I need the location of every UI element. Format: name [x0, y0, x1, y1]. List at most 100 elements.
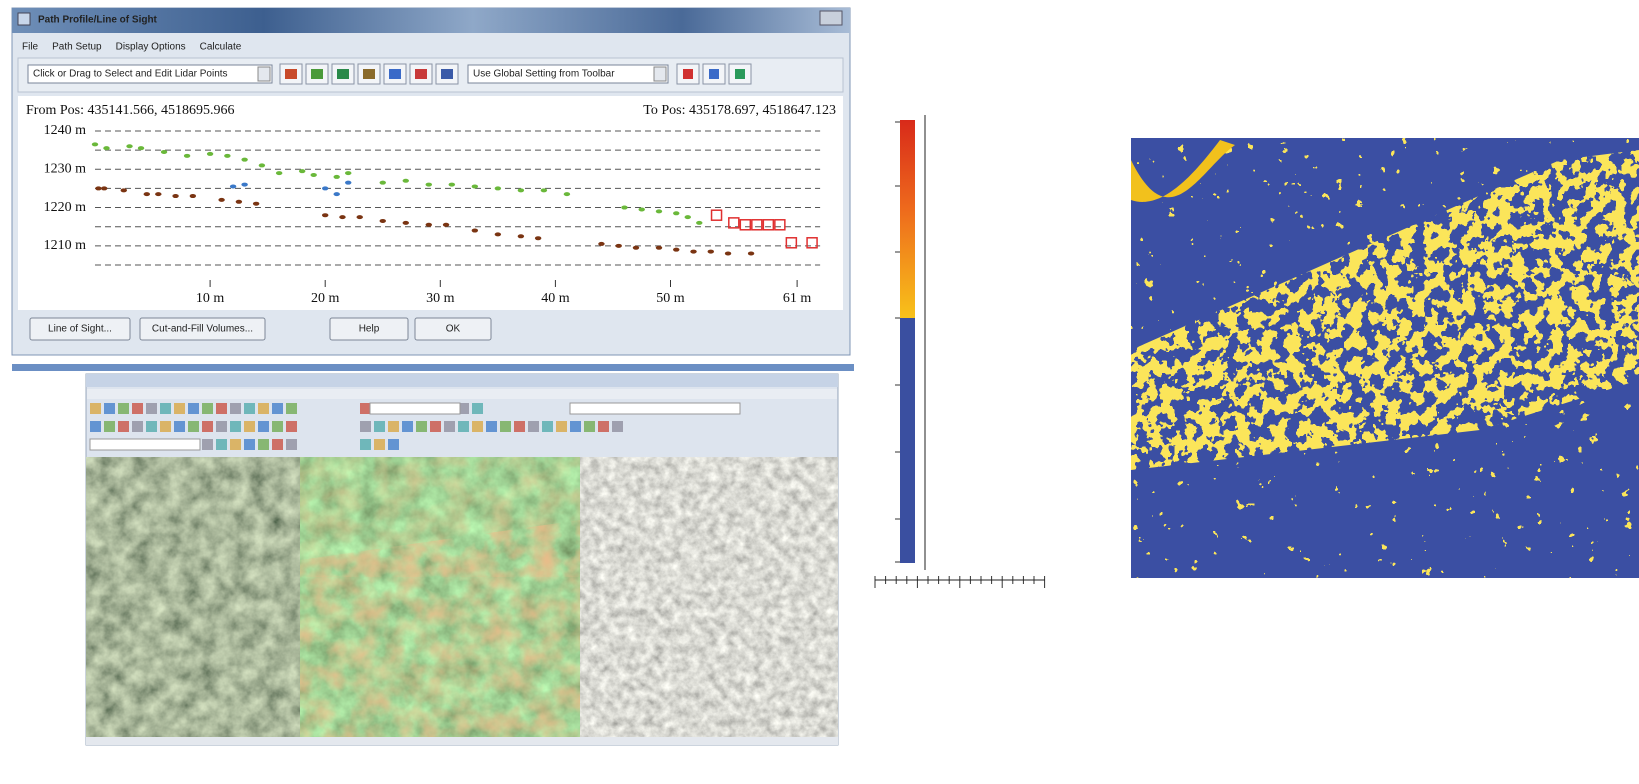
lidar-point[interactable]	[345, 171, 351, 175]
lidar-point[interactable]	[656, 246, 662, 250]
mapper-tool[interactable]	[216, 421, 227, 432]
lidar-point[interactable]	[161, 150, 167, 154]
mapper-tool[interactable]	[570, 421, 581, 432]
mapper-tool[interactable]	[272, 439, 283, 450]
lidar-point[interactable]	[357, 215, 363, 219]
mapper-tool[interactable]	[374, 439, 385, 450]
mapper-tool[interactable]	[104, 421, 115, 432]
mapper-tool[interactable]	[132, 403, 143, 414]
lidar-point[interactable]	[495, 232, 501, 236]
mapper-tool[interactable]	[104, 403, 115, 414]
lidar-point[interactable]	[253, 202, 259, 206]
lidar-point[interactable]	[426, 223, 432, 227]
dropdown-arrow[interactable]	[258, 67, 270, 81]
lidar-point[interactable]	[190, 194, 196, 198]
mapper-tool[interactable]	[146, 421, 157, 432]
mapper-tool[interactable]	[202, 439, 213, 450]
lidar-point[interactable]	[126, 144, 132, 148]
lidar-point[interactable]	[673, 211, 679, 215]
mapper-tool[interactable]	[258, 421, 269, 432]
lidar-point[interactable]	[101, 186, 107, 190]
mapper-tool[interactable]	[90, 421, 101, 432]
menu-item[interactable]: Calculate	[200, 42, 242, 53]
mapper-tool[interactable]	[160, 403, 171, 414]
lidar-point[interactable]	[621, 206, 627, 210]
lidar-point[interactable]	[259, 163, 265, 167]
lidar-point[interactable]	[299, 169, 305, 173]
mapper-tool[interactable]	[244, 403, 255, 414]
lidar-point[interactable]	[334, 192, 340, 196]
mapper-tool[interactable]	[556, 421, 567, 432]
mapper-dropdown[interactable]	[90, 439, 200, 450]
lidar-point[interactable]	[92, 142, 98, 146]
lidar-point[interactable]	[276, 171, 282, 175]
lidar-point[interactable]	[207, 152, 213, 156]
mapper-tool[interactable]	[258, 403, 269, 414]
lidar-point[interactable]	[230, 184, 236, 188]
dropdown-arrow[interactable]	[654, 67, 666, 81]
lidar-point[interactable]	[518, 234, 524, 238]
mapper-tool[interactable]	[444, 421, 455, 432]
mapper-tool[interactable]	[188, 403, 199, 414]
lidar-point[interactable]	[633, 246, 639, 250]
lidar-point[interactable]	[403, 221, 409, 225]
mapper-tool[interactable]	[174, 403, 185, 414]
lidar-point[interactable]	[380, 219, 386, 223]
lidar-point[interactable]	[518, 188, 524, 192]
mapper-dropdown[interactable]	[570, 403, 740, 414]
mapper-tool[interactable]	[472, 403, 483, 414]
mapper-tool[interactable]	[584, 421, 595, 432]
mapper-dropdown[interactable]	[370, 403, 460, 414]
mapper-tool[interactable]	[202, 421, 213, 432]
mapper-tool[interactable]	[160, 421, 171, 432]
mapper-tool[interactable]	[458, 421, 469, 432]
mapper-tool[interactable]	[374, 421, 385, 432]
lidar-point[interactable]	[224, 154, 230, 158]
lidar-point[interactable]	[241, 158, 247, 162]
mapper-tool[interactable]	[132, 421, 143, 432]
lidar-point[interactable]	[696, 221, 702, 225]
mapper-tool[interactable]	[402, 421, 413, 432]
lidar-point[interactable]	[598, 242, 604, 246]
mapper-tool[interactable]	[258, 439, 269, 450]
mapper-tool[interactable]	[388, 421, 399, 432]
lidar-point[interactable]	[322, 186, 328, 190]
lidar-point[interactable]	[673, 248, 679, 252]
mapper-tool[interactable]	[430, 421, 441, 432]
lidar-point[interactable]	[495, 186, 501, 190]
lidar-point[interactable]	[121, 188, 127, 192]
lidar-point[interactable]	[639, 207, 645, 211]
lidar-point[interactable]	[748, 252, 754, 256]
lidar-point[interactable]	[449, 183, 455, 187]
lidar-point[interactable]	[138, 146, 144, 150]
mapper-tool[interactable]	[528, 421, 539, 432]
lidar-point[interactable]	[172, 194, 178, 198]
mapper-tool[interactable]	[146, 403, 157, 414]
mapper-tool[interactable]	[118, 421, 129, 432]
menu-item[interactable]: Path Setup	[52, 42, 102, 53]
mapper-tool[interactable]	[90, 403, 101, 414]
mapper-tool[interactable]	[360, 439, 371, 450]
mapper-tool[interactable]	[472, 421, 483, 432]
mapper-tool[interactable]	[244, 421, 255, 432]
mapper-tool[interactable]	[216, 439, 227, 450]
mapper-tool[interactable]	[514, 421, 525, 432]
mapper-tool[interactable]	[486, 421, 497, 432]
lidar-point[interactable]	[380, 181, 386, 185]
mapper-tool[interactable]	[188, 421, 199, 432]
lidar-point[interactable]	[564, 192, 570, 196]
mapper-tool[interactable]	[230, 421, 241, 432]
mapper-tool[interactable]	[202, 403, 213, 414]
mapper-tool[interactable]	[542, 421, 553, 432]
lidar-point[interactable]	[725, 252, 731, 256]
mapper-tool[interactable]	[230, 439, 241, 450]
lidar-point[interactable]	[95, 186, 101, 190]
mapper-tool[interactable]	[598, 421, 609, 432]
lidar-point[interactable]	[685, 215, 691, 219]
lidar-point[interactable]	[472, 184, 478, 188]
mapper-tool[interactable]	[416, 421, 427, 432]
mapper-tool[interactable]	[174, 421, 185, 432]
mapper-tool[interactable]	[272, 421, 283, 432]
menu-item[interactable]: Display Options	[116, 42, 186, 53]
lidar-point[interactable]	[690, 250, 696, 254]
